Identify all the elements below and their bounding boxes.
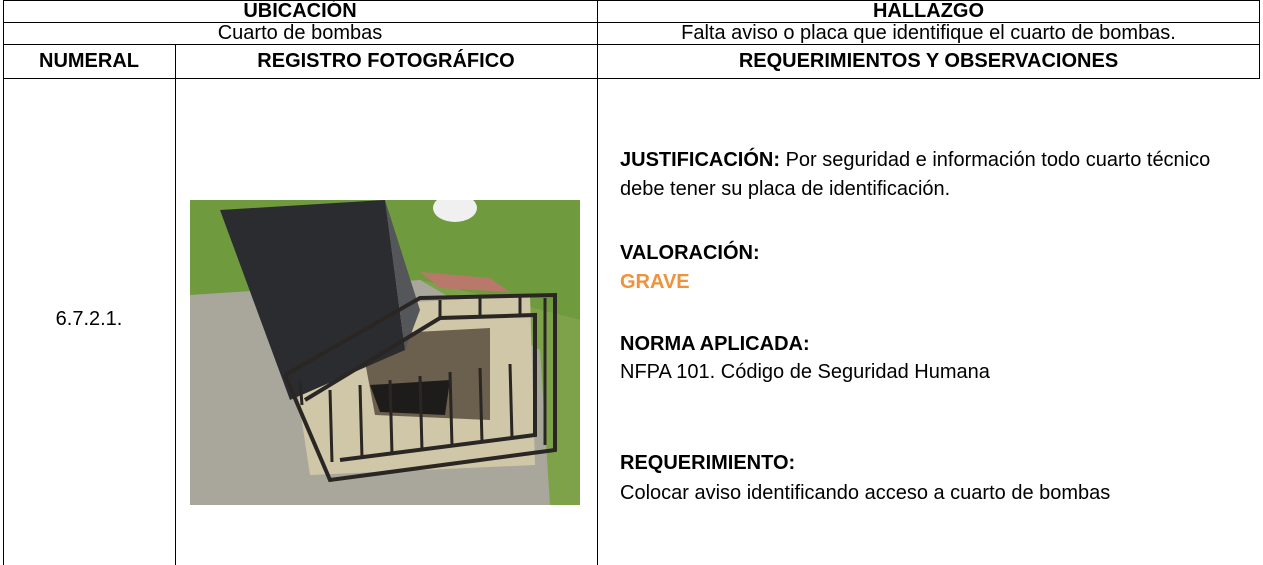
section-text: GRAVE <box>620 271 690 293</box>
border <box>3 22 1260 23</box>
numeral: 6.7.2.1. <box>55 308 123 330</box>
column-header: REQUERIMIENTOS Y OBSERVACIONES <box>738 50 1119 72</box>
section: JUSTIFICACIÓN: Por seguridad e informaci… <box>620 146 1240 204</box>
section-text: Por seguridad e información todo cuarto … <box>620 149 1211 200</box>
border <box>1259 0 1260 78</box>
section-label: REQUERIMIENTO: <box>620 452 796 474</box>
column-header: NUMERAL <box>39 50 139 72</box>
photo <box>190 200 580 505</box>
section-label: NORMA APLICADA: <box>620 333 810 355</box>
border <box>597 0 598 565</box>
border <box>3 78 1260 79</box>
section-text: Colocar aviso identificando acceso a cua… <box>620 482 1111 504</box>
section-label: VALORACIÓN: <box>620 242 760 264</box>
column-header: REGISTRO FOTOGRÁFICO <box>257 50 515 72</box>
border <box>3 44 1260 45</box>
hallazgo-label: HALLAZGO <box>872 0 985 22</box>
hallazgo: Falta aviso o placa que identifique el c… <box>681 22 1176 44</box>
ubicacion: Cuarto de bombas <box>217 22 383 44</box>
border <box>175 44 176 565</box>
border <box>3 0 4 565</box>
section-label: JUSTIFICACIÓN: <box>620 149 780 171</box>
ubicacion-label: UBICACIÓN <box>243 0 357 22</box>
border <box>3 0 1260 1</box>
section-text: NFPA 101. Código de Seguridad Humana <box>620 361 990 383</box>
